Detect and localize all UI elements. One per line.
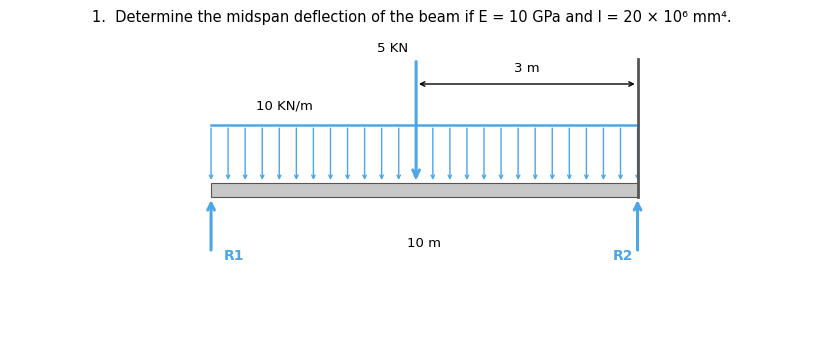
Bar — [211, 183, 638, 197]
Text: 5 KN: 5 KN — [377, 42, 408, 55]
Text: 10 m: 10 m — [407, 237, 442, 250]
Text: R2: R2 — [613, 249, 634, 263]
Text: 1.  Determine the midspan deflection of the beam if E = 10 GPa and I = 20 × 10⁶ : 1. Determine the midspan deflection of t… — [92, 10, 732, 25]
Text: 3 m: 3 m — [514, 62, 540, 75]
Text: R1: R1 — [223, 249, 244, 263]
Text: 10 KN/m: 10 KN/m — [256, 100, 313, 113]
